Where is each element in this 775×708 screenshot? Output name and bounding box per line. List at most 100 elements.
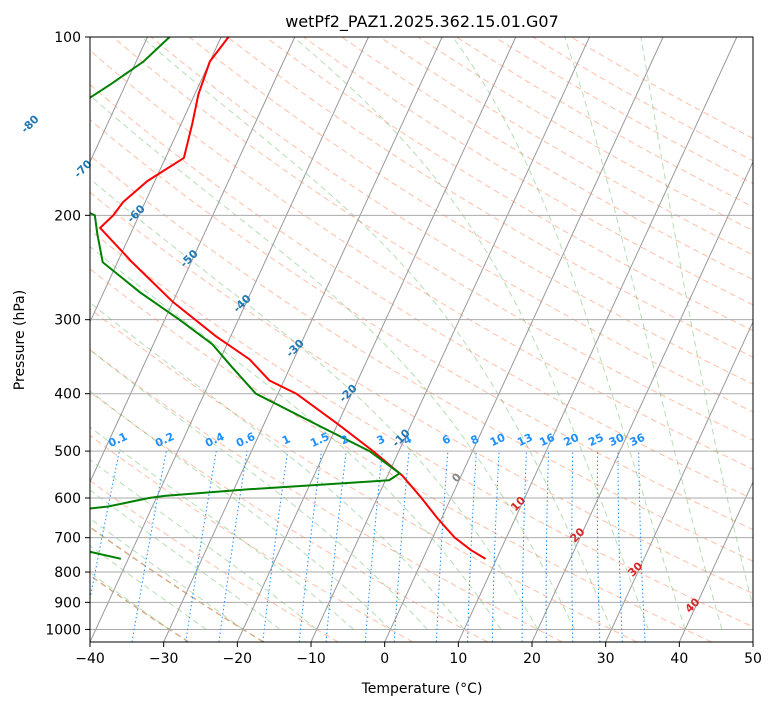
mixing-ratio-label: 36 [628,431,648,449]
mixing-ratio-line [218,451,248,642]
dry-adiabat-line [90,268,712,642]
dry-adiabat-line [188,37,753,385]
x-tick-label: 30 [597,651,615,667]
moist-adiabat-line [90,178,539,630]
dry-adiabat-line [341,37,753,281]
dry-adiabat-line [90,84,753,500]
mixing-ratio-line [185,451,217,642]
dry-adiabat-line [227,37,753,358]
x-tick-label: −30 [149,651,179,667]
mixing-ratio-label: 8 [469,432,481,447]
mixing-ratio-label: 25 [586,431,605,449]
dry-adiabat-line [150,37,753,413]
dewpoint-profile-line [90,37,402,560]
mixing-ratio-label: 20 [562,431,582,449]
dry-adiabat-line [90,480,339,642]
moist-adiabat-line [452,37,686,630]
isotherm-line [90,37,369,642]
y-tick-label: 1000 [45,622,81,638]
y-tick-label: 300 [54,313,81,329]
moist-adiabat-line [640,37,753,609]
moist-adiabat-line [293,37,649,630]
moist-adiabat-line [90,301,465,630]
isotherm-line [457,37,738,642]
x-ticks: −40 −30 −20 −10 0 10 20 30 40 50 [75,642,762,667]
x-tick-label: 20 [523,651,541,667]
isotherm-line [90,37,296,484]
y-tick-label: 100 [54,30,81,46]
isotherm-line [605,320,753,642]
mixing-ratio-label: 30 [607,431,627,449]
isotherm-line [384,37,664,642]
y-tick-label: 600 [54,491,81,507]
dry-adiabat-line [303,37,753,306]
isotherm-label: -30 [284,337,307,360]
moist-adiabat-line [90,349,428,630]
plot-frame [89,36,754,643]
dry-adiabat-line [90,391,488,642]
y-axis-title: Pressure (hPa) [12,290,28,390]
mixing-ratio-label: 1.5 [308,430,331,450]
mixing-ratio-line [325,451,347,642]
mixing-ratio-label: 0.2 [153,430,176,450]
dry-adiabat-line [90,191,753,595]
y-tick-label: 800 [54,565,81,581]
x-tick-label: 10 [449,651,467,667]
mixing-ratio-line [596,451,601,642]
isotherm-line [531,160,753,642]
background-lines [90,37,753,642]
moist-adiabat-line [90,426,354,630]
y-ticks: 100 200 300 400 500 600 700 800 900 1000 [45,30,90,638]
mixing-ratio-line [545,451,550,642]
mixing-ratio-label: 16 [537,431,557,449]
isotherm-line [236,37,517,642]
mixing-ratio-line [364,451,383,642]
isotherm-label: -60 [125,202,148,225]
mixing-ratio-line [491,451,500,642]
moist-adiabat-line [90,390,391,630]
y-tick-label: 700 [54,531,81,547]
dry-adiabat-line [265,37,753,332]
dry-adiabat-line [90,154,753,562]
mixing-ratio-line [131,451,167,642]
isotherm-line [90,37,148,164]
dry-adiabat-line [90,119,753,531]
x-tick-label: −40 [75,651,105,667]
mixing-ratio-line [638,451,646,642]
mixing-ratio-label: 6 [440,432,453,447]
mixing-ratio-line [262,451,289,642]
x-tick-label: 40 [670,651,688,667]
dry-adiabat-line [532,37,753,162]
dry-adiabat-line [90,229,753,628]
moist-adiabat-line [90,545,207,630]
isotherm-label: 0 [449,470,464,485]
isotherm-label: -40 [231,292,254,315]
moist-adiabat-line [564,37,723,630]
moist-adiabat-line [90,571,170,630]
dry-adiabat-line [90,308,638,642]
x-tick-label: 0 [380,651,389,667]
mixing-ratio-line [435,451,449,642]
dry-adiabat-line [112,37,753,441]
isotherm-label: -50 [178,247,201,270]
x-tick-label: 50 [744,651,762,667]
mixing-ratio-label: 0.4 [203,430,226,450]
mixing-ratio-label: 13 [515,431,534,449]
isotherm-line [90,37,222,324]
isotherm-line [163,37,443,642]
isotherm-line [752,640,753,642]
mixing-ratio-line [90,451,120,602]
y-tick-label: 200 [54,208,81,224]
mixing-ratio-label: 10 [488,431,508,449]
mixing-ratio-label: 0.1 [106,430,129,450]
x-tick-label: −20 [223,651,253,667]
y-tick-label: 900 [54,595,81,611]
y-tick-label: 400 [54,387,81,403]
temperature-profile-line [98,37,487,560]
mixing-ratio-line [571,451,574,642]
isotherm-line [310,37,590,642]
x-axis-title: Temperature (°C) [361,681,483,697]
profile-lines [90,37,487,560]
dry-adiabat-line [90,349,563,642]
